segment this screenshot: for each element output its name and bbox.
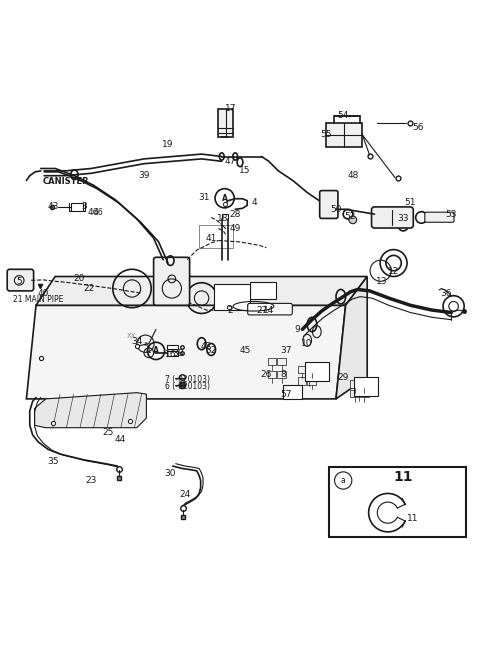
Text: 44: 44 [114,435,126,444]
Polygon shape [307,366,316,373]
Text: 15: 15 [239,166,251,175]
Text: 23: 23 [85,476,97,485]
Text: 47: 47 [225,157,236,165]
FancyBboxPatch shape [248,303,292,315]
Polygon shape [36,276,367,305]
Text: 30: 30 [165,469,176,478]
Text: 20: 20 [73,275,85,284]
Text: 7 (-020103): 7 (-020103) [165,375,210,384]
Text: 19: 19 [162,140,174,149]
Polygon shape [360,390,369,397]
FancyBboxPatch shape [7,269,34,291]
Text: 2: 2 [228,306,233,315]
Text: 36: 36 [441,289,452,298]
Text: 41: 41 [205,234,217,243]
Text: 57: 57 [280,389,291,398]
Text: 55: 55 [321,130,332,140]
Circle shape [349,216,357,224]
Text: 52: 52 [345,212,356,221]
Polygon shape [26,305,346,399]
Text: 40: 40 [37,289,49,298]
Text: 14: 14 [263,306,275,315]
FancyBboxPatch shape [283,384,302,399]
Text: 22: 22 [83,284,95,293]
Text: 4: 4 [252,197,257,206]
Text: 21 MAIN PIPE: 21 MAIN PIPE [13,295,63,304]
FancyBboxPatch shape [329,467,466,537]
Text: 45: 45 [239,347,251,356]
FancyBboxPatch shape [214,284,250,310]
Text: CANISTER: CANISTER [42,177,89,186]
Text: 33: 33 [397,214,409,223]
Polygon shape [298,377,306,384]
FancyBboxPatch shape [71,203,83,211]
FancyBboxPatch shape [326,123,362,147]
FancyBboxPatch shape [354,377,378,395]
Text: 31: 31 [198,193,210,202]
Text: 50: 50 [330,205,342,214]
Text: a: a [341,476,346,485]
FancyBboxPatch shape [167,345,178,349]
Text: A: A [222,194,228,202]
Text: 37: 37 [280,347,291,356]
FancyBboxPatch shape [305,362,329,381]
Text: 24: 24 [179,491,191,499]
Text: XX: XX [127,334,137,339]
Text: 10: 10 [301,339,313,349]
Text: 42: 42 [201,341,212,350]
Polygon shape [350,380,359,388]
Polygon shape [268,358,276,365]
Text: 9: 9 [295,324,300,334]
FancyBboxPatch shape [372,207,413,228]
Text: 18: 18 [217,214,229,223]
Text: 56: 56 [412,123,423,132]
FancyBboxPatch shape [218,108,233,138]
Text: 46: 46 [88,208,99,217]
Text: 29: 29 [337,373,349,382]
Text: 32: 32 [205,347,217,356]
Text: 11: 11 [407,515,419,523]
Text: 8: 8 [280,371,286,380]
Text: 6 (-020103): 6 (-020103) [165,382,210,391]
Text: a: a [144,341,147,347]
FancyBboxPatch shape [167,351,178,356]
Text: 54: 54 [337,111,349,120]
Text: 48: 48 [347,171,359,180]
Text: 28: 28 [229,210,241,219]
Text: 35: 35 [47,457,59,466]
FancyBboxPatch shape [320,191,338,219]
Text: 26: 26 [261,371,272,380]
Text: 5: 5 [16,277,22,286]
Text: 39: 39 [138,171,150,180]
Text: 49: 49 [229,224,241,233]
Polygon shape [277,371,286,378]
Polygon shape [360,380,369,388]
Text: 51: 51 [405,197,416,206]
Polygon shape [268,371,276,378]
Polygon shape [350,390,359,397]
Text: 34: 34 [131,337,143,346]
Text: 11: 11 [394,470,413,484]
Text: 1: 1 [146,347,152,356]
Text: 17: 17 [225,104,236,113]
FancyBboxPatch shape [154,257,190,305]
Text: 25: 25 [102,428,114,437]
Text: 53: 53 [445,210,457,219]
Text: 43: 43 [47,202,59,212]
Text: 16: 16 [165,350,176,360]
Text: 27: 27 [256,306,267,315]
Polygon shape [277,358,286,365]
Polygon shape [307,377,316,384]
Text: A: A [153,347,159,356]
Text: 46: 46 [94,208,103,217]
Polygon shape [336,276,367,399]
Polygon shape [298,366,306,373]
Polygon shape [35,393,146,428]
FancyBboxPatch shape [250,282,276,299]
Text: 12: 12 [388,267,399,276]
FancyBboxPatch shape [425,212,454,222]
Text: 13: 13 [376,277,387,286]
Text: 38: 38 [172,349,183,358]
Text: 3: 3 [81,202,87,212]
